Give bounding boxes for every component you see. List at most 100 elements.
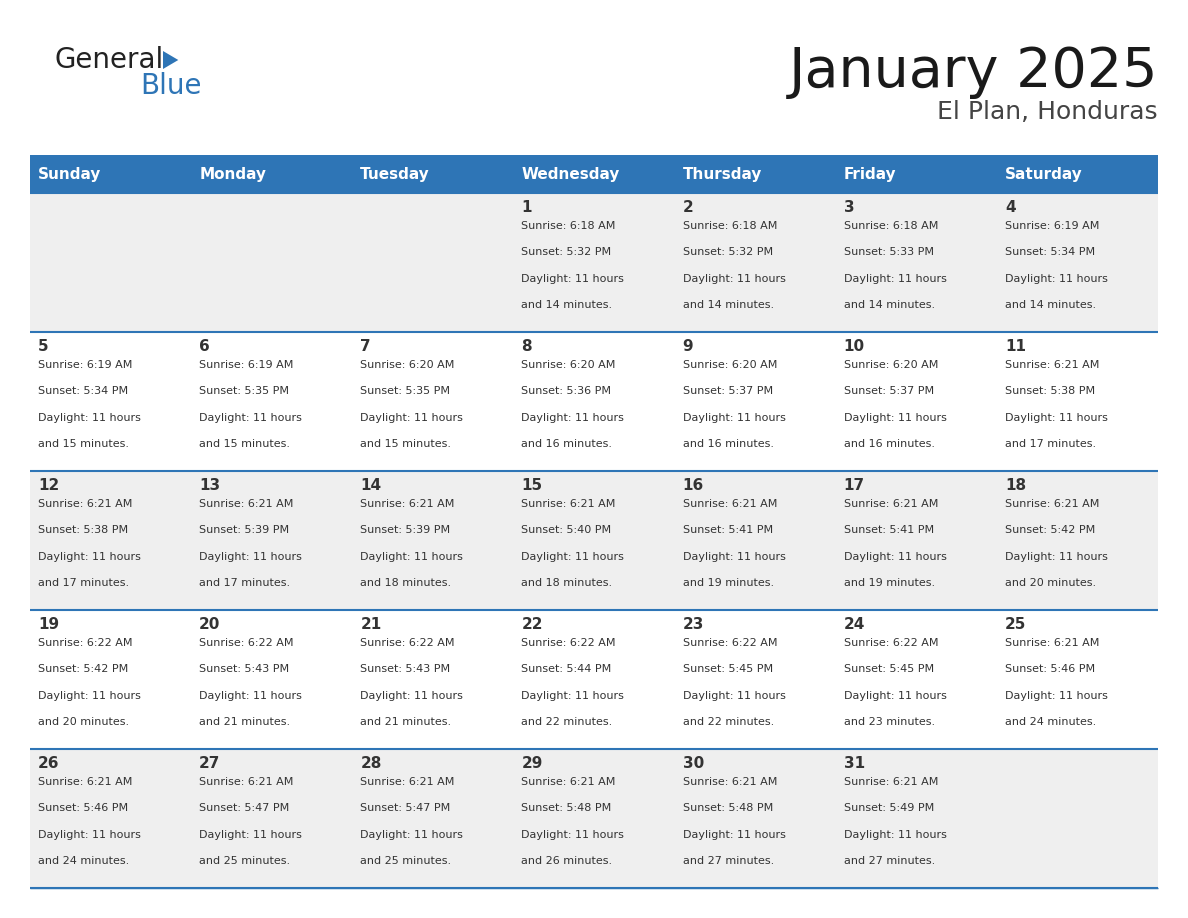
- Text: Daylight: 11 hours: Daylight: 11 hours: [200, 413, 302, 423]
- Polygon shape: [163, 51, 178, 69]
- Text: Sunset: 5:44 PM: Sunset: 5:44 PM: [522, 665, 612, 675]
- Text: and 21 minutes.: and 21 minutes.: [360, 717, 451, 727]
- Text: Daylight: 11 hours: Daylight: 11 hours: [38, 552, 141, 562]
- Text: Daylight: 11 hours: Daylight: 11 hours: [522, 413, 625, 423]
- Text: 18: 18: [1005, 478, 1026, 493]
- Text: Daylight: 11 hours: Daylight: 11 hours: [1005, 552, 1107, 562]
- Text: Sunrise: 6:20 AM: Sunrise: 6:20 AM: [683, 360, 777, 370]
- Text: General: General: [55, 46, 164, 74]
- Text: Sunrise: 6:20 AM: Sunrise: 6:20 AM: [843, 360, 939, 370]
- Text: Sunset: 5:42 PM: Sunset: 5:42 PM: [1005, 525, 1095, 535]
- Text: Sunset: 5:46 PM: Sunset: 5:46 PM: [1005, 665, 1095, 675]
- Text: Sunrise: 6:21 AM: Sunrise: 6:21 AM: [1005, 499, 1099, 509]
- Text: and 19 minutes.: and 19 minutes.: [843, 578, 935, 588]
- Text: and 21 minutes.: and 21 minutes.: [200, 717, 290, 727]
- Text: Daylight: 11 hours: Daylight: 11 hours: [38, 830, 141, 840]
- Text: Sunrise: 6:21 AM: Sunrise: 6:21 AM: [38, 777, 132, 787]
- Text: Friday: Friday: [843, 166, 896, 182]
- Text: 4: 4: [1005, 200, 1016, 215]
- Text: Sunday: Sunday: [38, 166, 101, 182]
- Text: and 22 minutes.: and 22 minutes.: [522, 717, 613, 727]
- Text: January 2025: January 2025: [789, 45, 1158, 99]
- Text: and 26 minutes.: and 26 minutes.: [522, 856, 613, 867]
- Text: 26: 26: [38, 756, 59, 771]
- Text: Daylight: 11 hours: Daylight: 11 hours: [38, 691, 141, 700]
- Text: Sunrise: 6:22 AM: Sunrise: 6:22 AM: [522, 638, 615, 648]
- Text: Sunrise: 6:18 AM: Sunrise: 6:18 AM: [522, 221, 615, 231]
- Text: Sunset: 5:42 PM: Sunset: 5:42 PM: [38, 665, 128, 675]
- Text: 6: 6: [200, 339, 210, 354]
- Text: Daylight: 11 hours: Daylight: 11 hours: [683, 552, 785, 562]
- Text: 12: 12: [38, 478, 59, 493]
- Text: Monday: Monday: [200, 166, 266, 182]
- Text: 31: 31: [843, 756, 865, 771]
- Text: 9: 9: [683, 339, 693, 354]
- Text: Thursday: Thursday: [683, 166, 762, 182]
- Text: Sunrise: 6:21 AM: Sunrise: 6:21 AM: [683, 777, 777, 787]
- Text: 25: 25: [1005, 617, 1026, 632]
- Text: Sunset: 5:34 PM: Sunset: 5:34 PM: [1005, 248, 1095, 257]
- Bar: [30, 155, 191, 193]
- Text: and 14 minutes.: and 14 minutes.: [1005, 300, 1097, 310]
- Text: 16: 16: [683, 478, 703, 493]
- Text: Sunrise: 6:21 AM: Sunrise: 6:21 AM: [360, 777, 455, 787]
- Text: Sunrise: 6:20 AM: Sunrise: 6:20 AM: [522, 360, 615, 370]
- Text: Sunset: 5:35 PM: Sunset: 5:35 PM: [360, 386, 450, 397]
- Text: 1: 1: [522, 200, 532, 215]
- Text: Sunrise: 6:21 AM: Sunrise: 6:21 AM: [843, 499, 939, 509]
- Text: 13: 13: [200, 478, 220, 493]
- Bar: [675, 155, 835, 193]
- Text: Sunset: 5:43 PM: Sunset: 5:43 PM: [360, 665, 450, 675]
- Text: Sunset: 5:32 PM: Sunset: 5:32 PM: [683, 248, 772, 257]
- Text: Sunset: 5:41 PM: Sunset: 5:41 PM: [843, 525, 934, 535]
- Text: Daylight: 11 hours: Daylight: 11 hours: [1005, 274, 1107, 284]
- Text: Sunset: 5:41 PM: Sunset: 5:41 PM: [683, 525, 772, 535]
- Text: Daylight: 11 hours: Daylight: 11 hours: [360, 830, 463, 840]
- Text: 19: 19: [38, 617, 59, 632]
- Text: Daylight: 11 hours: Daylight: 11 hours: [522, 691, 625, 700]
- Text: Sunset: 5:38 PM: Sunset: 5:38 PM: [38, 525, 128, 535]
- Text: Sunset: 5:43 PM: Sunset: 5:43 PM: [200, 665, 289, 675]
- Text: Sunset: 5:33 PM: Sunset: 5:33 PM: [843, 248, 934, 257]
- Text: Sunrise: 6:18 AM: Sunrise: 6:18 AM: [683, 221, 777, 231]
- Text: Sunset: 5:39 PM: Sunset: 5:39 PM: [200, 525, 289, 535]
- Bar: [513, 155, 675, 193]
- Text: Daylight: 11 hours: Daylight: 11 hours: [360, 552, 463, 562]
- Text: Blue: Blue: [140, 72, 202, 100]
- Text: Daylight: 11 hours: Daylight: 11 hours: [843, 413, 947, 423]
- Bar: [835, 155, 997, 193]
- Text: Sunset: 5:47 PM: Sunset: 5:47 PM: [360, 803, 450, 813]
- Text: Daylight: 11 hours: Daylight: 11 hours: [360, 691, 463, 700]
- Text: Sunset: 5:48 PM: Sunset: 5:48 PM: [683, 803, 773, 813]
- Text: and 19 minutes.: and 19 minutes.: [683, 578, 773, 588]
- Text: and 20 minutes.: and 20 minutes.: [1005, 578, 1097, 588]
- Text: and 25 minutes.: and 25 minutes.: [360, 856, 451, 867]
- Text: Sunrise: 6:22 AM: Sunrise: 6:22 AM: [360, 638, 455, 648]
- Text: and 20 minutes.: and 20 minutes.: [38, 717, 129, 727]
- Text: and 17 minutes.: and 17 minutes.: [38, 578, 129, 588]
- Text: and 15 minutes.: and 15 minutes.: [360, 440, 451, 449]
- Text: Sunrise: 6:22 AM: Sunrise: 6:22 AM: [683, 638, 777, 648]
- Text: 29: 29: [522, 756, 543, 771]
- Text: Sunset: 5:46 PM: Sunset: 5:46 PM: [38, 803, 128, 813]
- Text: Sunset: 5:37 PM: Sunset: 5:37 PM: [843, 386, 934, 397]
- Text: 24: 24: [843, 617, 865, 632]
- Text: and 16 minutes.: and 16 minutes.: [683, 440, 773, 449]
- Text: 14: 14: [360, 478, 381, 493]
- Text: 17: 17: [843, 478, 865, 493]
- Text: 22: 22: [522, 617, 543, 632]
- Text: 5: 5: [38, 339, 49, 354]
- Text: Saturday: Saturday: [1005, 166, 1082, 182]
- Text: 23: 23: [683, 617, 704, 632]
- Text: and 24 minutes.: and 24 minutes.: [1005, 717, 1097, 727]
- Text: Sunset: 5:36 PM: Sunset: 5:36 PM: [522, 386, 612, 397]
- Text: Sunrise: 6:21 AM: Sunrise: 6:21 AM: [683, 499, 777, 509]
- Text: and 24 minutes.: and 24 minutes.: [38, 856, 129, 867]
- Text: and 14 minutes.: and 14 minutes.: [843, 300, 935, 310]
- Text: 10: 10: [843, 339, 865, 354]
- Text: and 17 minutes.: and 17 minutes.: [200, 578, 290, 588]
- Text: and 23 minutes.: and 23 minutes.: [843, 717, 935, 727]
- Text: Daylight: 11 hours: Daylight: 11 hours: [843, 830, 947, 840]
- Text: Sunset: 5:38 PM: Sunset: 5:38 PM: [1005, 386, 1095, 397]
- Text: Sunrise: 6:21 AM: Sunrise: 6:21 AM: [38, 499, 132, 509]
